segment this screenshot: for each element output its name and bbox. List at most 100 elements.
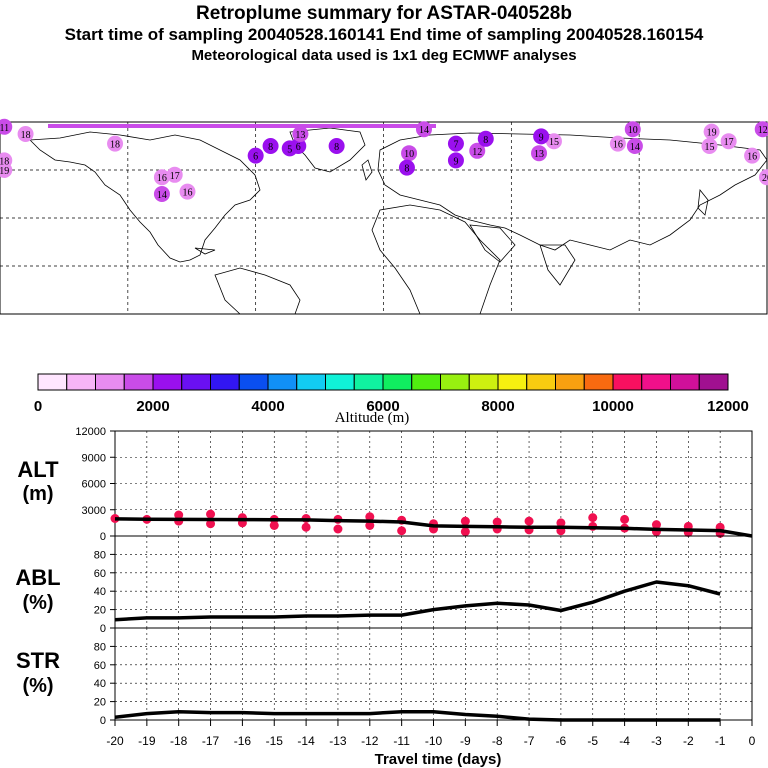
map-cluster-dot bbox=[262, 138, 279, 154]
map-day-label: 18 bbox=[21, 130, 31, 141]
x-tick-label: 0 bbox=[749, 734, 756, 748]
map-coastlines bbox=[29, 127, 768, 315]
colorbar-tick-label: 2000 bbox=[136, 398, 169, 415]
str-panel: 80 60 40 20 0 bbox=[94, 627, 753, 727]
map-cluster-dot bbox=[415, 121, 432, 138]
map-day-label: 16 bbox=[747, 152, 757, 163]
colorbar-swatch bbox=[238, 373, 269, 391]
str-ytick-label: 20 bbox=[94, 697, 106, 709]
str-ytick-label: 60 bbox=[94, 660, 106, 672]
map-cluster-dot bbox=[477, 130, 494, 147]
map-day-label: 8 bbox=[483, 135, 488, 146]
alt-particle-point bbox=[620, 514, 630, 524]
colorbar-swatch bbox=[95, 373, 125, 391]
alt-particle-point bbox=[301, 522, 311, 532]
map-cluster-dot bbox=[609, 135, 626, 152]
map-cluster-dot bbox=[328, 138, 345, 154]
map-cluster-dot bbox=[179, 183, 196, 200]
colorbar-tick-label: 10000 bbox=[592, 398, 634, 415]
alt-particle-point bbox=[365, 521, 375, 530]
map-cluster-dot bbox=[0, 118, 13, 135]
x-tick-label: -7 bbox=[524, 734, 535, 748]
south-america-coast bbox=[214, 267, 301, 315]
arabia-coast bbox=[469, 224, 516, 263]
alt-particle-point bbox=[460, 516, 470, 526]
africa-coast bbox=[371, 204, 501, 315]
colorbar-swatch bbox=[181, 373, 211, 391]
map-day-label: 19 bbox=[707, 128, 717, 139]
abl-series-line bbox=[114, 580, 721, 622]
alt-particle-point bbox=[492, 517, 502, 527]
map-cluster-dot bbox=[754, 121, 768, 138]
altitude-colorbar: 0 2000 4000 6000 8000 10000 12000 bbox=[34, 373, 749, 415]
map-cluster-dot bbox=[533, 128, 550, 145]
map-day-label: 12 bbox=[758, 125, 768, 136]
x-tick-label: -16 bbox=[234, 734, 252, 748]
map-cluster-dot bbox=[153, 169, 170, 186]
map-day-label: 13 bbox=[534, 149, 544, 160]
map-cluster-dot bbox=[703, 123, 720, 140]
map-day-label: 10 bbox=[628, 125, 638, 136]
map-day-label: 15 bbox=[549, 137, 559, 148]
alt-particle-point bbox=[333, 524, 343, 534]
map-cluster-dot bbox=[398, 159, 415, 176]
alt-ytick-label: 6000 bbox=[82, 479, 106, 491]
colorbar-swatch bbox=[353, 373, 384, 391]
map-day-label: 15 bbox=[704, 142, 714, 153]
map-day-label: 9 bbox=[539, 132, 544, 143]
x-axis-label: Travel time (days) bbox=[375, 751, 502, 768]
chart-title: Retroplume summary for ASTAR-040528b bbox=[196, 3, 572, 24]
map-day-label: 18 bbox=[110, 140, 120, 151]
colorbar-swatch bbox=[698, 373, 729, 391]
x-tick-label: -19 bbox=[138, 734, 156, 748]
colorbar-swatch bbox=[382, 373, 413, 391]
map-cluster-dot bbox=[447, 152, 464, 169]
map-day-label: 8 bbox=[404, 164, 409, 175]
str-series-line bbox=[114, 709, 721, 722]
eurasia-coast bbox=[377, 132, 768, 251]
map-day-label: 7 bbox=[453, 140, 458, 151]
map-day-label: 14 bbox=[630, 142, 640, 153]
alt-particle-point bbox=[524, 516, 534, 526]
map-day-label: 12 bbox=[472, 147, 482, 158]
map-cluster-dot bbox=[626, 138, 643, 154]
colorbar-swatch bbox=[123, 373, 154, 391]
abl-ytick-label: 0 bbox=[100, 623, 106, 635]
map-cluster-dot bbox=[107, 135, 124, 152]
map-day-label: 9 bbox=[453, 156, 458, 167]
x-tick-label: -2 bbox=[683, 734, 694, 748]
map-day-label: 14 bbox=[157, 190, 167, 201]
map-cluster-dot bbox=[247, 147, 264, 164]
colorbar-title: Altitude (m) bbox=[335, 410, 410, 426]
alt-particle-point bbox=[206, 509, 216, 519]
alt-ytick-label: 0 bbox=[100, 531, 106, 543]
x-tick-label: -15 bbox=[266, 734, 284, 748]
map-day-label: 8 bbox=[268, 142, 273, 153]
colorbar-swatch bbox=[210, 373, 240, 391]
map-cluster-dot bbox=[720, 133, 737, 150]
map-day-label: 16 bbox=[157, 173, 167, 184]
colorbar-tick-label: 4000 bbox=[251, 398, 284, 415]
alt-particle-point bbox=[269, 521, 279, 530]
x-axis-ticks: -20 -19 -18 -17 -16 -15 -14 -13 -12 -11 -10 -9 -8 -7-… bbox=[106, 720, 756, 748]
colorbar-swatch bbox=[468, 373, 499, 391]
x-tick-label: -6 bbox=[556, 734, 567, 748]
x-tick-label: -11 bbox=[393, 734, 410, 748]
abl-ytick-label: 20 bbox=[94, 605, 106, 617]
abl-ytick-label: 40 bbox=[94, 586, 106, 598]
map-day-label: 19 bbox=[0, 166, 9, 177]
map-cluster-dot bbox=[166, 166, 183, 183]
x-tick-label: -12 bbox=[361, 734, 379, 748]
alt-particle-point bbox=[365, 512, 375, 522]
colorbar-swatch bbox=[296, 373, 326, 391]
map-cluster-dot bbox=[701, 138, 718, 154]
colorbar-swatch bbox=[497, 373, 528, 391]
str-ytick-label: 0 bbox=[100, 715, 106, 727]
x-tick-label: -10 bbox=[425, 734, 443, 748]
colorbar-tick-label: 8000 bbox=[481, 398, 514, 415]
alt-series-line bbox=[114, 517, 753, 538]
x-tick-label: -1 bbox=[715, 734, 726, 748]
map-day-label: 13 bbox=[295, 130, 305, 141]
